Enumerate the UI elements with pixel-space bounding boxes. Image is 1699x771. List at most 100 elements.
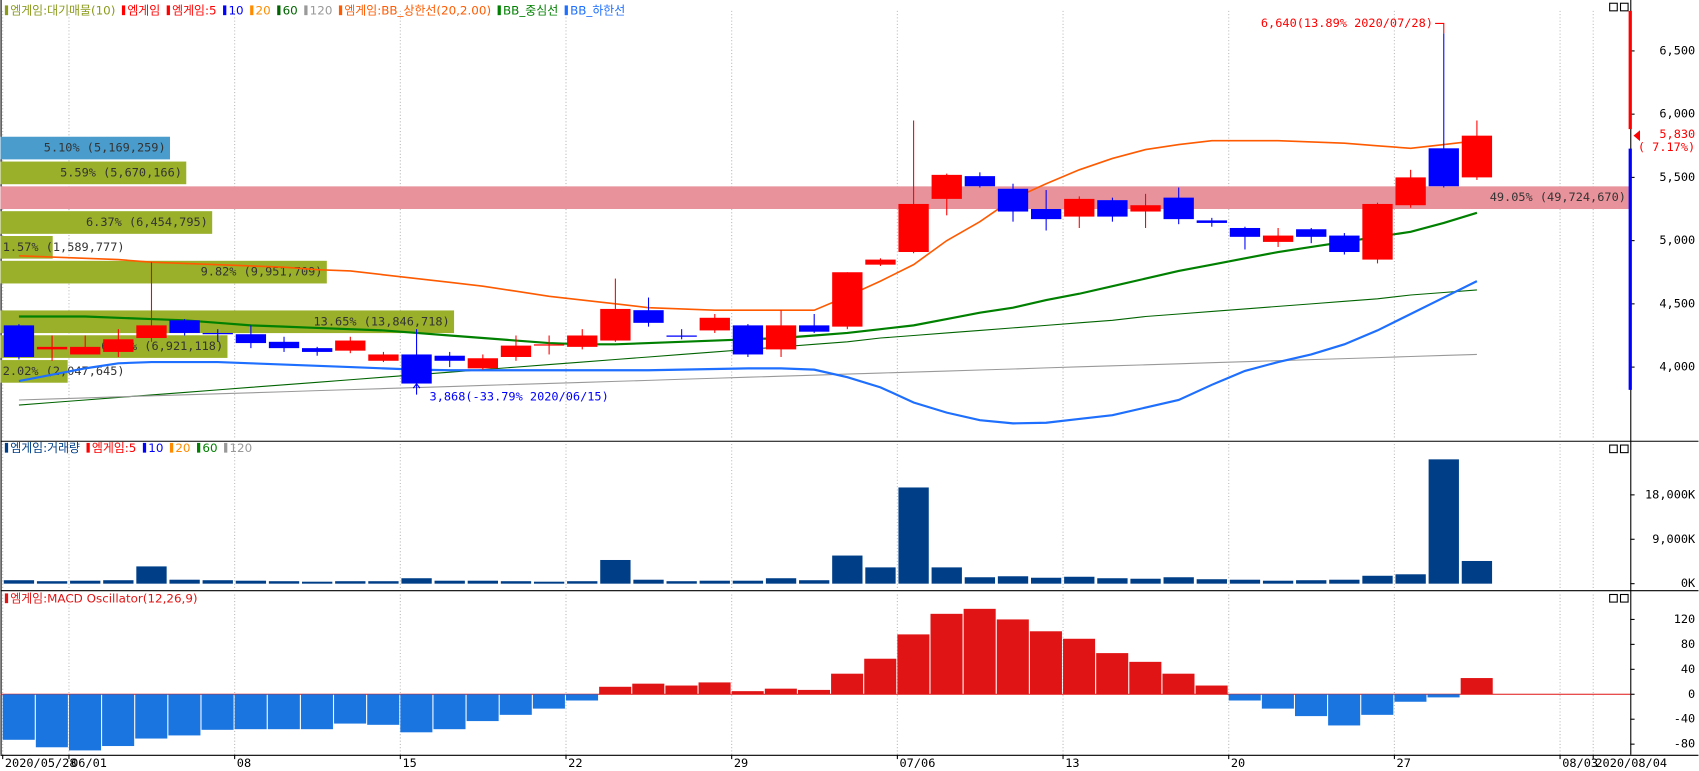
- oscillator-bar: [1029, 631, 1062, 695]
- volume-bar: [36, 581, 68, 584]
- candle-body: [1196, 220, 1227, 223]
- volume-bar: [1196, 579, 1227, 584]
- volume-profile-bar: [0, 235, 53, 259]
- oscillator-bar: [797, 689, 831, 695]
- volume-bar: [1064, 576, 1095, 584]
- legend-label: BB_중심선: [503, 3, 558, 17]
- indicator-line: [18, 353, 1477, 401]
- candle-body: [36, 346, 68, 350]
- legend-marker: [142, 442, 147, 453]
- volume-bar: [368, 581, 399, 584]
- candle-body: [1097, 200, 1128, 217]
- volume-bar: [335, 581, 366, 584]
- legend-marker: [338, 5, 343, 16]
- candle-body: [898, 203, 929, 253]
- legend-marker: [224, 442, 228, 453]
- volume-bar: [732, 580, 764, 584]
- legend-label: 120: [229, 441, 252, 455]
- legend-label: 엠게임:BB_상한선(20,2.00): [344, 3, 491, 17]
- indicator-line: [18, 280, 1478, 425]
- candle-body: [1030, 209, 1062, 220]
- y-tick-label: 120: [1674, 612, 1696, 626]
- oscillator-bar: [963, 608, 996, 695]
- x-tick-label: 2020/08/04: [1595, 756, 1667, 770]
- candle-body: [699, 317, 730, 331]
- volume-bar: [467, 580, 499, 584]
- candle-body: [666, 335, 697, 337]
- legend-label: 엠게임:5: [172, 3, 216, 17]
- volume-profile-bar: [0, 310, 455, 334]
- volume-bar: [1030, 577, 1062, 584]
- legend-marker: [564, 5, 568, 16]
- volume-bar: [169, 579, 200, 584]
- price-tag-label: 5,830: [1659, 127, 1695, 141]
- volume-bar: [997, 576, 1029, 584]
- x-tick-label: 15: [402, 756, 416, 770]
- legend-label: 10: [228, 3, 243, 17]
- volume-bar: [832, 555, 863, 584]
- panel-buttons[interactable]: [1609, 2, 1629, 603]
- volume-profile-label: 6.37% (6,454,795): [86, 215, 208, 229]
- volume-bar: [533, 581, 565, 584]
- volume-bar: [964, 577, 996, 584]
- legend-marker: [304, 5, 308, 16]
- x-tick-label: 27: [1397, 756, 1411, 770]
- x-tick-label: 07/06: [900, 756, 936, 770]
- x-tick-label: 06/01: [71, 756, 107, 770]
- volume-bar: [1097, 578, 1128, 584]
- volume-bar: [1296, 580, 1327, 584]
- oscillator-bar: [102, 694, 135, 747]
- candle-body: [1064, 198, 1095, 217]
- volume-profile-bar: [0, 136, 170, 160]
- volume-bar: [103, 580, 134, 584]
- oscillator-bar: [665, 685, 698, 695]
- volume-bar: [268, 581, 300, 584]
- volume-bar: [765, 578, 797, 584]
- y-tick-label: 18,000K: [1645, 487, 1696, 501]
- candle-body: [799, 325, 830, 332]
- volume-profile-label: 1.57% (1,589,777): [3, 240, 125, 254]
- annotation-pointer: [412, 382, 421, 395]
- oscillator-bar: [897, 634, 930, 695]
- candle-body: [1428, 148, 1459, 187]
- oscillator-bar: [1129, 661, 1162, 695]
- candle-body: [600, 308, 631, 341]
- volume-profile-label: 49.05% (49,724,670): [1490, 190, 1626, 204]
- volume-bar: [567, 581, 598, 584]
- x-tick-label: 08/03: [1562, 756, 1598, 770]
- legend-marker: [497, 5, 501, 16]
- annotation: 3,868(-33.79% 2020/06/15): [430, 389, 609, 403]
- x-tick-label: 08: [237, 756, 251, 770]
- volume-bar: [500, 581, 532, 584]
- candle-body: [1229, 227, 1261, 237]
- legend-label: 엠게임:5: [92, 441, 136, 455]
- volume-bar: [1130, 578, 1161, 584]
- oscillator-bar: [1261, 694, 1294, 709]
- volume-bar: [302, 581, 333, 584]
- legend-label: 엠게임: [127, 3, 160, 17]
- oscillator-bar: [1361, 694, 1394, 715]
- candle-body: [1461, 135, 1493, 178]
- oscillator-bar: [864, 658, 897, 695]
- oscillator-bar: [135, 694, 168, 739]
- y-tick-label: 80: [1681, 637, 1695, 651]
- volume-bar: [1362, 575, 1393, 584]
- candle-body: [268, 341, 300, 349]
- oscillator-bar: [1063, 638, 1096, 695]
- oscillator-bar: [168, 694, 201, 736]
- oscillator-bar: [2, 694, 35, 740]
- oscillator-bar: [996, 619, 1029, 695]
- volume-bar: [666, 581, 697, 584]
- candle-body: [1329, 235, 1360, 253]
- legend-label: 20: [256, 3, 271, 17]
- legend-marker: [4, 442, 9, 453]
- candle-body: [434, 355, 465, 361]
- volume-bar: [1461, 560, 1493, 584]
- volume-bar: [70, 580, 101, 584]
- candle-body: [931, 174, 962, 199]
- oscillator-bar: [632, 683, 665, 695]
- candle-body: [1296, 229, 1327, 237]
- legend-label: 엠게임:대기매물(10): [10, 3, 115, 17]
- legend-label: 10: [148, 441, 163, 455]
